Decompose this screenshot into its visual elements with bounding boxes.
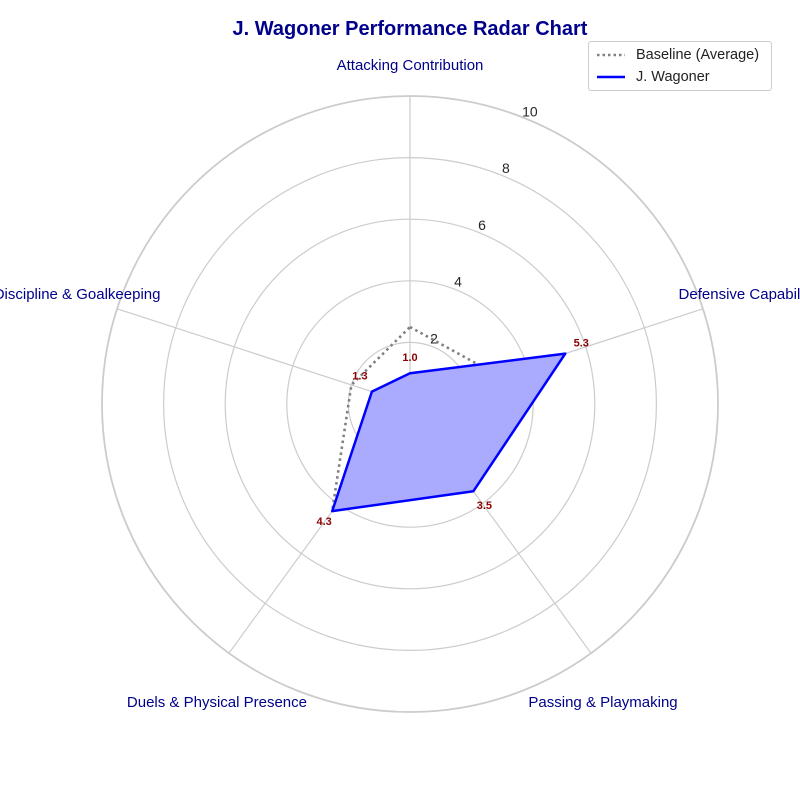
radar-labels: 1.0 5.3 3.5 4.3 1.3 Attacking Contribution Def… [0,57,800,711]
series-line-j-wagoner [330,352,567,513]
legend-label-wagoner: J. Wagoner [636,69,710,85]
legend-swatch-baseline [597,53,625,57]
data-label-duels-physical-presence: 4.3 [317,516,332,528]
radar-grid: 2 4 6 8 10 [101,95,719,713]
radar-series [330,325,567,513]
r-tick-label-4: 4 [454,274,462,290]
data-label-passing-playmaking: 3.5 [477,500,492,512]
chart-title: J. Wagoner Performance Radar Chart [232,18,588,40]
r-tick-label-10: 10 [522,103,538,119]
series-line-baseline-average [330,325,500,513]
data-label-defensive-capability: 5.3 [574,337,589,349]
grid-spoke-discipline-goalkeeping [116,308,411,405]
axis-label-duels-physical-presence: Duels & Physical Presence [127,694,307,711]
axis-label-defensive-capability: Defensive Capability [679,286,800,303]
axis-label-discipline-goalkeeping: Discipline & Goalkeeping [0,286,160,303]
series-area-j-wagoner [332,353,566,512]
data-label-attacking-contribution: 1.0 [402,352,417,364]
legend-label-baseline: Baseline (Average) [636,47,760,63]
axis-label-attacking-contribution: Attacking Contribution [337,57,484,74]
r-tick-label-6: 6 [478,217,486,233]
r-tick-label-8: 8 [502,160,510,176]
r-tick-label-2: 2 [430,330,438,346]
legend: Baseline (Average) J. Wagoner [588,41,772,91]
legend-item-wagoner: J. Wagoner [595,67,710,87]
data-label-discipline-goalkeeping: 1.3 [352,371,367,383]
axis-label-passing-playmaking: Passing & Playmaking [528,694,677,711]
legend-swatch-wagoner [597,75,625,79]
legend-item-baseline: Baseline (Average) [595,45,759,65]
